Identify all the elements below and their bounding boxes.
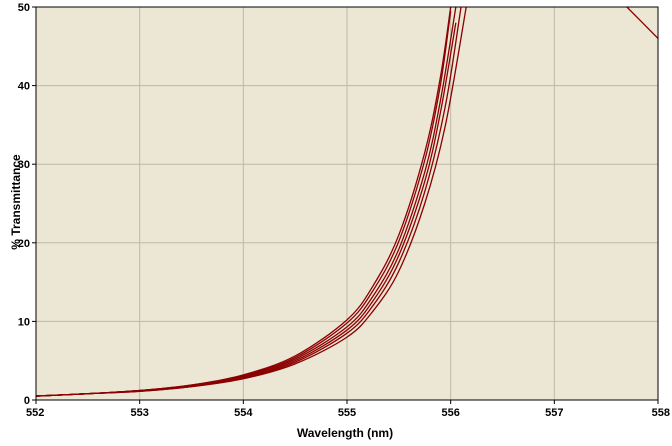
x-tick-label: 557 [545,407,563,419]
series-line-4 [36,22,457,397]
series-line-6 [36,7,467,397]
y-axis-title: % Transmittance [9,154,23,250]
y-tick-label: 0 [24,395,30,407]
y-tick-label: 10 [18,316,30,328]
y-tick-label: 40 [18,81,30,93]
x-tick-label: 556 [441,407,459,419]
data-lines [36,7,658,397]
x-tick-label: 554 [234,407,253,419]
x-tick-label: 558 [652,407,670,419]
x-tick-label: 552 [26,407,44,419]
x-tick-label: 555 [338,407,356,419]
y-tick-label: 20 [18,238,30,250]
x-axis-ticks: 552 553 554 555 556 557 558 [26,400,670,419]
series-line-7 [626,7,658,39]
y-tick-label: 50 [18,2,30,14]
x-tick-label: 553 [130,407,148,419]
x-axis-title: Wavelength (nm) [297,426,393,440]
y-axis-ticks: 0 10 20 30 40 50 [18,2,36,407]
y-tick-label: 30 [18,159,30,171]
